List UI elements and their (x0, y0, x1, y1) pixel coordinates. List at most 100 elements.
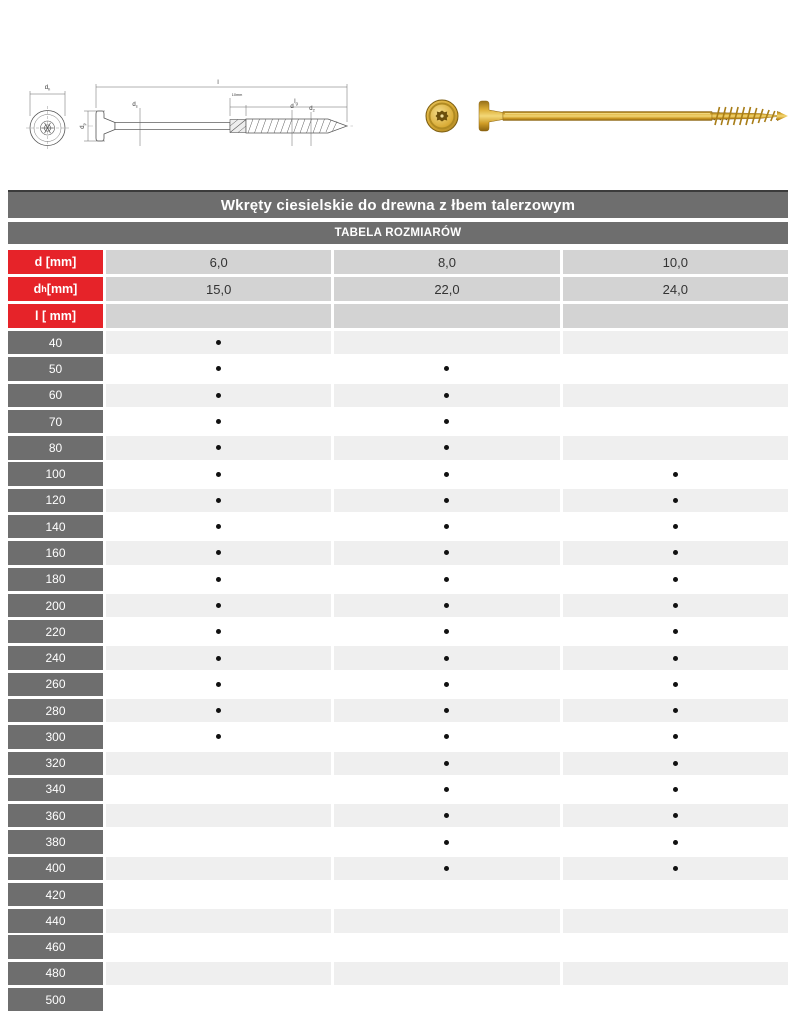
availability-cell (106, 935, 332, 959)
availability-dot (216, 734, 222, 740)
availability-cell (562, 383, 788, 407)
availability-cell (562, 909, 788, 933)
availability-cell (334, 383, 560, 407)
availability-cell (334, 357, 560, 381)
spec-row-label: l [ mm] (8, 304, 103, 328)
label-10mm: 10mm (232, 93, 243, 97)
top-section: dh (0, 0, 796, 188)
availability-dot (672, 576, 678, 582)
spec-value-cell: 22,0 (334, 277, 560, 301)
length-row-label: 60 (8, 383, 103, 407)
availability-cell (334, 961, 560, 986)
availability-dot (444, 734, 450, 740)
availability-dot (672, 497, 678, 503)
availability-cell (106, 567, 332, 591)
availability-cell (106, 698, 332, 723)
availability-cell (334, 567, 560, 591)
availability-dot (444, 681, 450, 687)
availability-dot (444, 550, 450, 556)
technical-drawing: dh (26, 80, 353, 150)
length-row-label: 180 (8, 567, 103, 591)
length-row-label: 380 (8, 830, 103, 854)
availability-dot (672, 550, 678, 556)
availability-cell (334, 935, 560, 959)
availability-cell (562, 567, 788, 591)
availability-cell (106, 541, 332, 565)
spec-value-cell (562, 304, 788, 328)
dimension-dp (84, 110, 105, 142)
availability-cell (334, 488, 560, 513)
label-ds: ds (132, 102, 137, 109)
availability-cell (106, 646, 332, 670)
label-l: l (217, 80, 218, 86)
availability-dot (672, 471, 678, 477)
table-subtitle: TABELA ROZMIARÓW (8, 222, 788, 244)
availability-cell (562, 620, 788, 644)
availability-cell (562, 646, 788, 670)
availability-cell (106, 856, 332, 881)
length-row-label: 480 (8, 961, 103, 986)
size-table: Wkręty ciesielskie do drewna z łbem tale… (8, 190, 788, 1012)
availability-dot (216, 576, 222, 582)
availability-cell (106, 882, 332, 907)
availability-dot (444, 603, 450, 608)
spec-grid: d [mm] 6,0 8,0 10,0 d h [mm] 15,0 22,0 24,0 l [ m… (8, 250, 788, 328)
availability-dot (216, 471, 222, 477)
availability-dot (444, 760, 450, 766)
spec-value-cell: 8,0 (334, 250, 560, 274)
availability-dot (672, 655, 678, 661)
availability-cell (106, 777, 332, 802)
length-row-label: 200 (8, 593, 103, 618)
availability-dot (444, 655, 450, 661)
availability-dot (672, 734, 678, 740)
spec-value-cell (334, 304, 560, 328)
screw-head-front-drawing (26, 106, 69, 150)
availability-dot (216, 550, 222, 556)
availability-cell (106, 409, 332, 434)
availability-cell (334, 541, 560, 565)
availability-dot (444, 708, 450, 714)
availability-cell (334, 856, 560, 881)
availability-cell (106, 514, 332, 539)
table-title: Wkręty ciesielskie do drewna z łbem tale… (8, 190, 788, 218)
availability-cell (334, 804, 560, 828)
availability-dot (216, 366, 222, 372)
availability-dot (216, 445, 222, 451)
availability-cell (562, 462, 788, 486)
availability-dot (444, 865, 450, 871)
availability-cell (562, 830, 788, 854)
length-row-label: 460 (8, 935, 103, 959)
availability-dot (672, 603, 678, 608)
availability-cell (106, 751, 332, 775)
spec-row-label: d [mm] (8, 250, 103, 274)
availability-cell (562, 488, 788, 513)
availability-cell (334, 725, 560, 749)
availability-cell (334, 620, 560, 644)
availability-cell (562, 331, 788, 355)
availability-dot (216, 629, 222, 635)
availability-cell (562, 541, 788, 565)
availability-cell (106, 383, 332, 407)
availability-cell (106, 961, 332, 986)
availability-dot (216, 603, 222, 608)
availability-cell (334, 331, 560, 355)
screw-side-drawing (88, 110, 353, 142)
availability-cell (334, 777, 560, 802)
availability-dot (444, 839, 450, 845)
availability-cell (334, 830, 560, 854)
availability-cell (562, 725, 788, 749)
length-row-label: 260 (8, 672, 103, 697)
availability-cell (562, 698, 788, 723)
spec-value-cell: 6,0 (106, 250, 332, 274)
availability-cell (562, 357, 788, 381)
length-grid: 40 50 60 70 80 100 120 140 160 180 200 220 240 260 280… (8, 331, 788, 1012)
availability-cell (334, 909, 560, 933)
availability-dot (444, 471, 450, 477)
availability-cell (562, 593, 788, 618)
label-dh: dh (45, 85, 51, 92)
screw-side-photo (478, 100, 788, 132)
dimension-lg (229, 98, 347, 116)
availability-dot (672, 760, 678, 766)
